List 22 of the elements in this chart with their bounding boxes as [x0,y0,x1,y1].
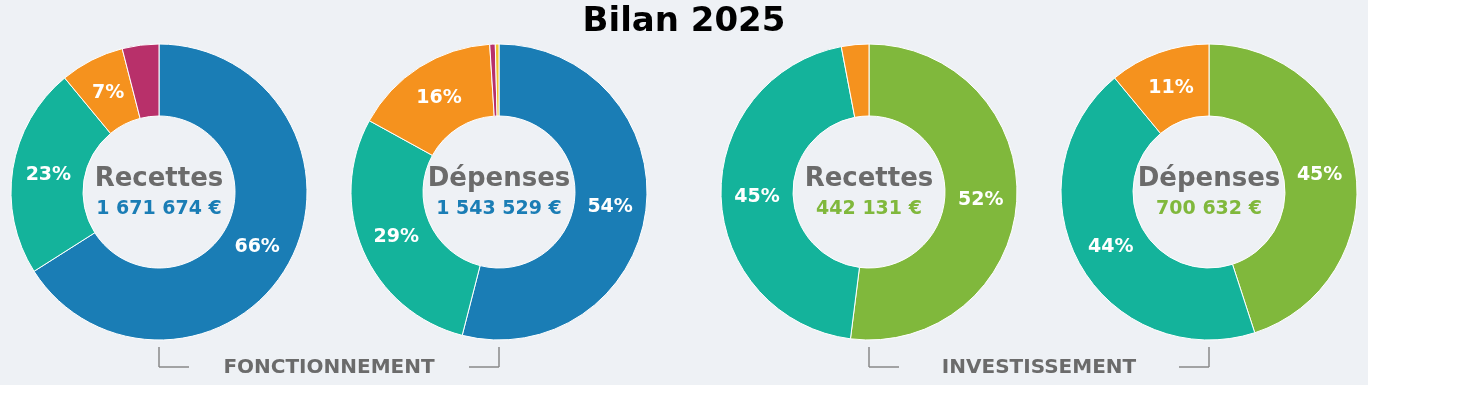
data-label: 45% [734,183,780,206]
text: Recettes [804,162,934,192]
text: FONCTIONNEMENT [223,354,435,378]
text: 700 632 € [1156,196,1262,218]
text: Bilan 2025 [582,0,786,39]
data-label: 66% [234,233,280,256]
data-label: 23% [25,162,72,185]
text: Dépenses [1137,162,1281,192]
data-label: 52% [958,187,1004,210]
text: Dépenses [427,162,571,192]
data-label: 45% [1296,162,1343,185]
text: INVESTISSEMENT [941,354,1137,378]
data-label: 7% [92,80,125,103]
data-label: 11% [1148,74,1194,97]
text: 442 131 € [816,196,922,218]
data-label: 16% [416,85,462,108]
data-label: 29% [373,224,419,247]
text: 1 671 674 € [96,196,222,218]
text: 1 543 529 € [436,196,562,218]
data-label: 44% [1088,233,1134,256]
text: Recettes [94,162,224,192]
data-label: 54% [587,194,633,217]
